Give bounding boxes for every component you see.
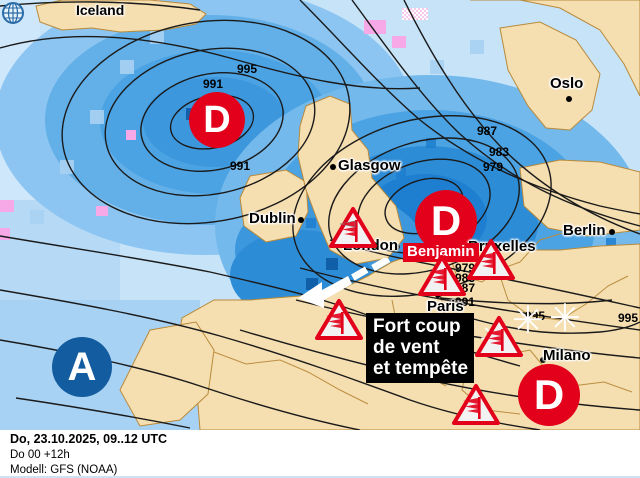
city-dot-glasgow xyxy=(330,164,336,170)
city-label-milano: Milano xyxy=(543,347,591,364)
city-label-dublin: Dublin xyxy=(249,210,296,227)
low-pressure-letter: D xyxy=(203,98,231,141)
city-label-oslo: Oslo xyxy=(550,75,584,92)
high-pressure-letter: A xyxy=(67,344,97,389)
wind-warning-icon[interactable] xyxy=(451,383,501,427)
city-dot-london xyxy=(394,244,400,250)
isobar-label: 979 xyxy=(455,261,476,275)
isobar-label: 987 xyxy=(477,124,498,138)
forecast-datetime: Do, 23.10.2025, 09..12 UTC xyxy=(10,432,168,446)
city-label-paris: Paris xyxy=(427,298,464,315)
globe-icon[interactable] xyxy=(0,0,28,28)
model-name: Modell: GFS (NOAA) xyxy=(10,464,118,476)
low-pressure-marker-alps[interactable]: D xyxy=(518,364,580,426)
snow-symbol: ✳ xyxy=(549,298,581,340)
low-pressure-letter: D xyxy=(533,371,565,418)
city-label-glasgow: Glasgow xyxy=(338,157,401,174)
isobar-label: 983 xyxy=(489,145,510,159)
isobar-label: 979 xyxy=(483,160,504,174)
city-dot-berlin xyxy=(609,229,615,235)
city-dot-milano xyxy=(540,357,546,363)
high-pressure-marker-azores[interactable]: A xyxy=(52,337,112,397)
low-pressure-marker-benjamin[interactable]: D xyxy=(415,190,477,252)
isobar-label: 991 xyxy=(203,77,224,91)
wind-warning-icon[interactable] xyxy=(314,298,364,342)
isobar-label: 995 xyxy=(525,309,546,323)
city-dot-dublin xyxy=(298,217,304,223)
storm-name-label[interactable]: Benjamin xyxy=(403,243,479,262)
model-run: Do 00 +12h xyxy=(10,449,70,461)
wind-warning-icon[interactable] xyxy=(328,206,378,250)
wind-warning-icon[interactable] xyxy=(466,238,516,282)
cold-front-arrow xyxy=(298,258,391,308)
footer-bar: Do, 23.10.2025, 09..12 UTC Do 00 +12h Mo… xyxy=(0,430,640,478)
low-pressure-marker-atlantic[interactable]: D xyxy=(189,92,245,148)
city-label-berlin: Berlin xyxy=(563,222,606,239)
wind-warning-icon[interactable] xyxy=(474,315,524,359)
isobar-label: 991 xyxy=(230,159,251,173)
country-label-iceland: Iceland xyxy=(76,2,125,18)
wind-warning-icon[interactable] xyxy=(417,254,467,298)
bottom-strip xyxy=(0,476,640,478)
city-dot-oslo xyxy=(566,96,572,102)
low-pressure-letter: D xyxy=(430,197,462,244)
isobar-label: 995 xyxy=(237,62,258,76)
isobar-label: 991 xyxy=(455,295,476,309)
snow-symbol: ✳ xyxy=(512,300,544,342)
storm-warning-textbox[interactable]: Fort coup de vent et tempête xyxy=(366,313,475,383)
isobar-label: 995 xyxy=(618,311,639,325)
weather-map-canvas[interactable]: 995 991 991 987 983 979 979 983 987 991 … xyxy=(0,0,640,430)
